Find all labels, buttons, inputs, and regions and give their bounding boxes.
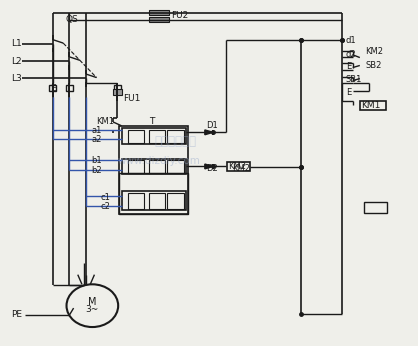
Text: d2: d2 xyxy=(346,49,356,58)
Bar xyxy=(360,101,386,110)
Text: d1: d1 xyxy=(346,36,356,45)
Text: a2: a2 xyxy=(92,135,102,144)
Bar xyxy=(148,160,165,173)
Bar xyxy=(364,202,387,213)
Text: 电力制作天地: 电力制作天地 xyxy=(155,136,197,148)
Text: T: T xyxy=(148,118,154,127)
Text: 3~: 3~ xyxy=(86,305,99,314)
Text: SB1: SB1 xyxy=(346,75,362,84)
Text: c2: c2 xyxy=(101,202,110,211)
Text: QS: QS xyxy=(65,15,78,24)
Text: FU1: FU1 xyxy=(124,94,141,103)
Bar xyxy=(122,128,186,144)
Bar xyxy=(66,85,73,91)
Bar xyxy=(113,89,122,95)
Text: a1: a1 xyxy=(92,126,102,135)
Text: E: E xyxy=(346,88,351,97)
Bar xyxy=(122,191,186,210)
Text: SB2: SB2 xyxy=(365,61,382,70)
Bar xyxy=(49,85,56,91)
Text: KM2: KM2 xyxy=(232,164,250,173)
Text: L3: L3 xyxy=(11,74,22,83)
Text: www.dizdiy.com: www.dizdiy.com xyxy=(117,156,201,166)
Bar xyxy=(148,17,169,22)
Text: b2: b2 xyxy=(92,166,102,175)
Bar xyxy=(114,85,121,91)
Text: L1: L1 xyxy=(11,39,22,48)
Text: KM2: KM2 xyxy=(228,162,246,171)
Text: D2: D2 xyxy=(206,164,218,173)
Text: c1: c1 xyxy=(101,193,110,202)
Bar xyxy=(120,173,188,214)
Text: KM1: KM1 xyxy=(96,118,114,127)
Bar xyxy=(167,130,184,143)
Text: b1: b1 xyxy=(92,156,102,165)
Text: FU2: FU2 xyxy=(171,11,189,20)
Bar xyxy=(227,162,250,171)
Bar xyxy=(167,160,184,173)
Bar xyxy=(128,130,145,143)
Polygon shape xyxy=(205,130,213,135)
Bar xyxy=(120,126,188,214)
Bar xyxy=(167,193,184,209)
Text: E: E xyxy=(50,84,56,93)
Bar xyxy=(148,10,169,15)
Bar xyxy=(128,160,145,173)
Text: E: E xyxy=(346,62,351,71)
Text: KM2: KM2 xyxy=(365,47,383,56)
Text: M: M xyxy=(88,297,97,307)
Text: PE: PE xyxy=(11,310,22,319)
Bar xyxy=(148,130,165,143)
Bar xyxy=(122,158,186,174)
Text: KM1: KM1 xyxy=(362,101,381,110)
Bar xyxy=(128,193,145,209)
Bar xyxy=(148,193,165,209)
Text: L2: L2 xyxy=(11,56,22,65)
Polygon shape xyxy=(205,164,213,169)
Text: D1: D1 xyxy=(206,121,217,130)
